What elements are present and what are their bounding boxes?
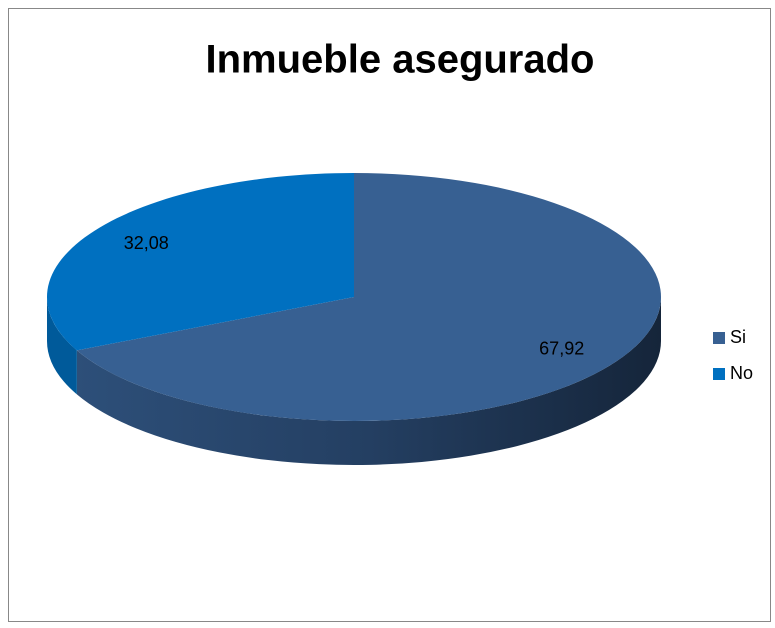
legend-swatch xyxy=(713,332,725,344)
pie-slice xyxy=(76,173,662,422)
pie-slice xyxy=(47,173,355,351)
data-label: 32,08 xyxy=(124,233,169,253)
chart-title: Inmueble asegurado xyxy=(206,38,595,82)
legend-swatch xyxy=(713,368,725,380)
legend-label: No xyxy=(730,363,753,383)
slice-side xyxy=(47,297,77,395)
legend-label: Si xyxy=(730,327,746,347)
slice-side xyxy=(76,297,661,465)
data-label: 67,92 xyxy=(539,339,584,359)
